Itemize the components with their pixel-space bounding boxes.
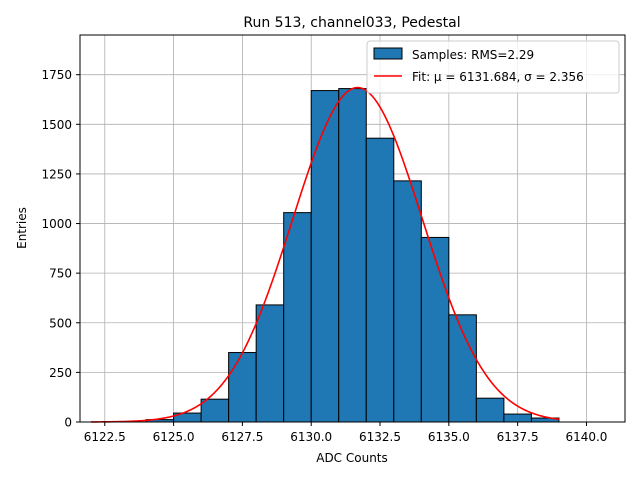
fit-curve <box>91 86 560 423</box>
y-tick-label: 1750 <box>41 68 72 82</box>
histogram-bar <box>338 88 367 423</box>
x-axis: 6122.5 6125.0 6127.5 6130.0 6132.5 6135.0 6137… <box>84 422 607 444</box>
legend-bar-label: Samples: RMS=2.29 <box>412 48 534 62</box>
x-tick-label: 6122.5 <box>84 430 126 444</box>
legend-bar-swatch <box>373 47 403 60</box>
histogram-bar <box>503 413 532 423</box>
x-tick-label: 6137.5 <box>497 430 539 444</box>
y-axis-label: Entries <box>15 207 29 249</box>
histogram-bar <box>310 90 340 423</box>
histogram-bar <box>255 304 285 423</box>
fit-curve-group <box>91 86 560 423</box>
legend-box <box>366 40 620 94</box>
y-tick-label: 1000 <box>41 217 72 231</box>
plot-area-frame <box>79 34 626 423</box>
y-tick-label: 1250 <box>41 167 72 181</box>
x-tick-label: 6135.0 <box>428 430 470 444</box>
x-tick-label: 6132.5 <box>359 430 401 444</box>
x-tick-label: 6127.5 <box>221 430 263 444</box>
histogram-bar <box>475 397 505 423</box>
histogram-bar <box>283 212 312 423</box>
x-tick-label: 6140.0 <box>565 430 607 444</box>
histogram-bar <box>365 137 395 423</box>
histogram-bar <box>420 236 450 423</box>
chart-title: Run 513, channel033, Pedestal <box>243 15 460 31</box>
x-tick-label: 6130.0 <box>290 430 332 444</box>
histogram-bar <box>228 352 257 423</box>
legend-fit-label: Fit: μ = 6131.684, σ = 2.356 <box>412 70 584 84</box>
y-tick-label: 750 <box>49 267 72 281</box>
y-tick-label: 250 <box>49 366 72 380</box>
y-axis: 0 250 500 750 1000 1250 1500 1750 <box>41 68 80 430</box>
x-tick-label: 6125.0 <box>153 430 195 444</box>
x-axis-label: ADC Counts <box>316 451 388 465</box>
y-tick-label: 1500 <box>41 118 72 132</box>
legend: Samples: RMS=2.29 Fit: μ = 6131.684, σ =… <box>366 40 620 94</box>
y-tick-label: 500 <box>49 316 72 330</box>
histogram-bar <box>393 180 422 423</box>
histogram-bar <box>200 398 230 423</box>
histogram-bars <box>145 88 560 423</box>
y-tick-label: 0 <box>64 416 72 430</box>
